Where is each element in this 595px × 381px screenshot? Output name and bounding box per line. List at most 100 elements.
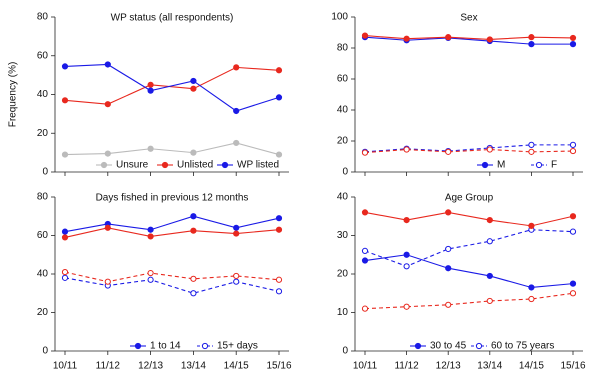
data-point [486,36,493,43]
data-point [233,230,240,237]
data-point [569,213,577,220]
y-tick-label: 100 [331,12,348,23]
data-point [569,141,577,148]
legend-marker [535,161,543,169]
y-tick-label: 60 [37,230,49,241]
data-point [569,280,577,287]
data-point [147,87,154,94]
data-point [275,94,283,101]
y-tick-label: 80 [337,43,349,54]
legend-label: 15+ days [217,341,258,352]
data-point [233,139,240,147]
data-point [233,224,240,231]
y-tick-label: 40 [37,269,49,280]
data-point [528,222,535,229]
data-point [275,67,283,74]
legend-entry: 1 to 14 [130,341,181,352]
y-tick-label: 0 [42,346,48,357]
data-point [61,274,69,281]
y-tick-label: 20 [337,136,349,147]
x-tick-label: 11/12 [96,361,121,372]
data-point [528,284,535,291]
data-point [275,226,283,233]
data-point [61,268,69,276]
x-tick-label: 15/16 [266,361,291,372]
y-tick-label: 40 [337,105,349,116]
data-point [361,209,369,216]
data-point [233,278,240,285]
series-line-2 [64,277,280,294]
series-line-4 [364,292,574,310]
series-line-4 [364,148,574,154]
series-line-3 [64,63,280,112]
data-point [275,151,283,158]
data-point [190,275,197,282]
series-line-1 [364,254,574,289]
chart-panel-2: 0 20 40 60 80 100 Sex M F [331,12,583,178]
data-point [403,263,410,270]
series-line-4 [64,271,280,283]
x-tick-label: 12/13 [138,361,163,372]
y-axis-label: Frequency (%) [8,62,19,128]
legend-marker [201,342,209,350]
data-point [569,147,577,155]
y-tick-label: 0 [42,167,48,178]
chart-panel-1: 0 20 40 60 80 WP status (all respondents) Freq… [8,12,289,178]
data-point [445,265,452,272]
data-point [104,224,111,231]
legend-label: 60 to 75 years [491,341,554,352]
data-point [190,213,197,220]
legend-label: Unsure [116,160,149,171]
y-tick-label: 80 [37,12,49,23]
data-point [147,233,154,240]
series-line-1 [64,215,280,233]
data-point [104,278,111,285]
data-point [61,234,69,241]
data-point [569,228,577,235]
y-tick-label: 20 [37,128,49,139]
y-tick-label: 0 [342,346,348,357]
series-line-3 [364,35,574,41]
data-point [528,141,535,148]
data-point [147,145,154,152]
legend-entry: M [477,160,505,171]
x-tick-label: 14/15 [224,361,249,372]
data-point [361,247,369,254]
legend-entry: 30 to 45 [410,341,467,352]
legend-marker [161,161,169,169]
y-tick-label: 10 [337,307,349,318]
y-tick-label: 0 [342,167,348,178]
data-point [190,227,197,234]
data-point [569,41,577,48]
y-tick-label: 60 [37,50,49,61]
data-point [403,146,410,153]
y-tick-label: 20 [337,269,349,280]
data-point [104,61,111,68]
data-point [528,148,535,155]
legend-label: 1 to 14 [150,341,181,352]
y-tick-label: 40 [37,89,49,100]
data-point [233,272,240,280]
data-point [190,85,197,92]
legend-label: 30 to 45 [430,341,467,352]
legend-entry: 15+ days [197,341,258,352]
data-point [403,251,410,258]
data-point [61,97,69,104]
legend-label: M [497,160,505,171]
data-point [486,146,493,153]
data-point [445,301,452,308]
y-tick-label: 20 [37,307,49,318]
data-point [486,272,493,280]
legend-entry: Unsure [96,160,149,171]
x-tick-label: 11/12 [394,361,419,372]
data-point [104,101,111,108]
data-point [445,148,452,155]
x-tick-label: 10/11 [353,361,378,372]
series-line-2 [64,66,280,105]
x-tick-label: 13/14 [477,361,502,372]
data-point [528,295,535,303]
data-point [445,34,452,41]
x-tick-label: 12/13 [436,361,461,372]
data-point [190,290,197,297]
data-point [147,276,154,283]
